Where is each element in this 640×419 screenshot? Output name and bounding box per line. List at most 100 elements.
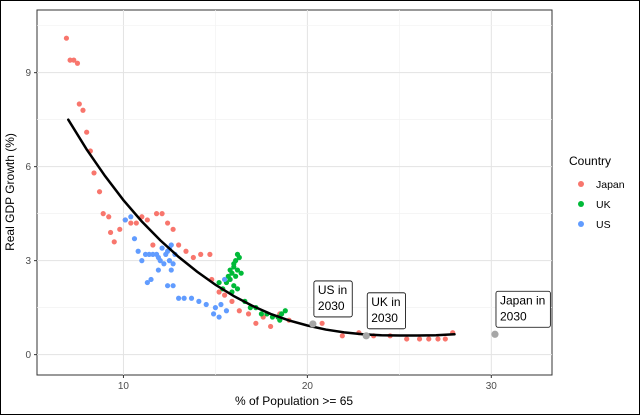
data-point-japan [426, 336, 432, 342]
data-point-us [139, 258, 145, 264]
data-point-us [150, 251, 156, 257]
annotation-box-uk [366, 292, 406, 330]
annotation-box-japan [495, 290, 551, 328]
data-point-japan [416, 336, 423, 342]
grid-lines [37, 10, 552, 375]
x-axis-label: % of Population >= 65 [235, 394, 353, 408]
data-point-us [166, 258, 173, 264]
y-tick-label: 6 [25, 162, 31, 173]
data-point-us [161, 261, 167, 267]
annotation-japan: Japan in 2030 [491, 290, 551, 338]
y-tick-label: 3 [25, 256, 31, 267]
data-point-us [155, 267, 161, 273]
data-point-us [196, 298, 202, 304]
annotation-label-us: US in [318, 283, 347, 297]
x-tick-label: 10 [118, 381, 130, 392]
data-point-us [168, 242, 174, 248]
data-point-japan [267, 323, 274, 330]
annotation-label-japan: 2030 [500, 309, 527, 323]
legend-key-uk [578, 201, 584, 207]
annotation-label-japan: Japan in [500, 293, 545, 307]
data-point-japan [207, 251, 213, 257]
data-point-japan [229, 298, 235, 304]
data-point-us [216, 314, 222, 320]
data-point-uk [229, 270, 235, 276]
data-point-uk [258, 311, 264, 317]
data-point-japan [159, 211, 165, 217]
data-point-japan [84, 129, 90, 135]
data-point-us [203, 301, 209, 308]
data-point-uk [234, 286, 241, 292]
projection-point-japan [491, 330, 499, 338]
projection-point-us [309, 320, 317, 328]
data-point-japan [222, 292, 228, 298]
data-point-japan [91, 170, 97, 176]
data-point-japan [117, 226, 123, 232]
data-point-japan [216, 289, 222, 295]
annotation-box-us [313, 280, 353, 318]
data-point-us [222, 276, 228, 283]
data-point-uk [231, 264, 237, 270]
plot-panel [36, 9, 553, 376]
legend-key-japan [578, 181, 584, 187]
data-point-japan [107, 229, 114, 236]
data-point-us [176, 295, 182, 301]
data-point-japan [176, 242, 182, 248]
data-point-japan [164, 220, 171, 226]
legend: Country Japan UK US [569, 154, 625, 231]
series-uk [216, 251, 288, 323]
data-point-japan [190, 254, 196, 261]
data-point-us [168, 267, 174, 273]
data-point-japan [96, 189, 103, 195]
data-point-japan [111, 239, 117, 245]
data-point-japan [435, 336, 441, 342]
data-point-us [223, 308, 230, 314]
trend-line [67, 118, 456, 337]
y-axis-label: Real GDP Growth (%) [3, 133, 17, 251]
data-point-us [164, 283, 171, 289]
y-tick-label: 9 [25, 68, 31, 79]
legend-key-us [578, 221, 584, 227]
annotation-label-us: 2030 [318, 299, 345, 313]
data-point-us [148, 276, 154, 283]
data-points [63, 35, 456, 342]
data-point-japan [67, 57, 73, 63]
data-point-uk [238, 270, 244, 276]
data-point-us [170, 283, 176, 289]
data-point-japan [339, 333, 345, 339]
data-point-uk [233, 258, 239, 264]
data-point-us [212, 305, 219, 311]
legend-title: Country [569, 154, 611, 168]
data-point-japan [106, 214, 112, 220]
x-tick-label: 20 [302, 381, 314, 392]
data-point-uk [227, 276, 233, 283]
data-point-japan [144, 217, 150, 223]
annotation-label-uk: 2030 [371, 311, 398, 325]
data-point-japan [183, 248, 189, 254]
annotation-label-uk: UK in [371, 295, 400, 309]
data-point-us [122, 217, 128, 223]
annotation-us: US in 2030 [309, 280, 353, 328]
data-point-us [142, 251, 149, 257]
data-point-japan [253, 320, 259, 326]
data-point-us [135, 248, 141, 254]
data-point-us [218, 301, 224, 308]
legend-label-us: US [596, 219, 611, 231]
data-point-japan [74, 60, 81, 66]
legend-label-japan: Japan [596, 179, 625, 191]
data-point-japan [153, 211, 160, 217]
data-point-japan [319, 320, 325, 326]
data-point-uk [282, 308, 288, 314]
data-point-uk [279, 311, 285, 317]
series-us [122, 214, 230, 320]
x-tick-label: 30 [486, 381, 498, 392]
data-point-japan [71, 57, 77, 63]
projection-point-uk [362, 332, 370, 340]
data-point-us [144, 279, 150, 286]
data-point-japan [404, 336, 410, 342]
data-point-us [157, 258, 163, 264]
data-point-japan [76, 101, 82, 107]
